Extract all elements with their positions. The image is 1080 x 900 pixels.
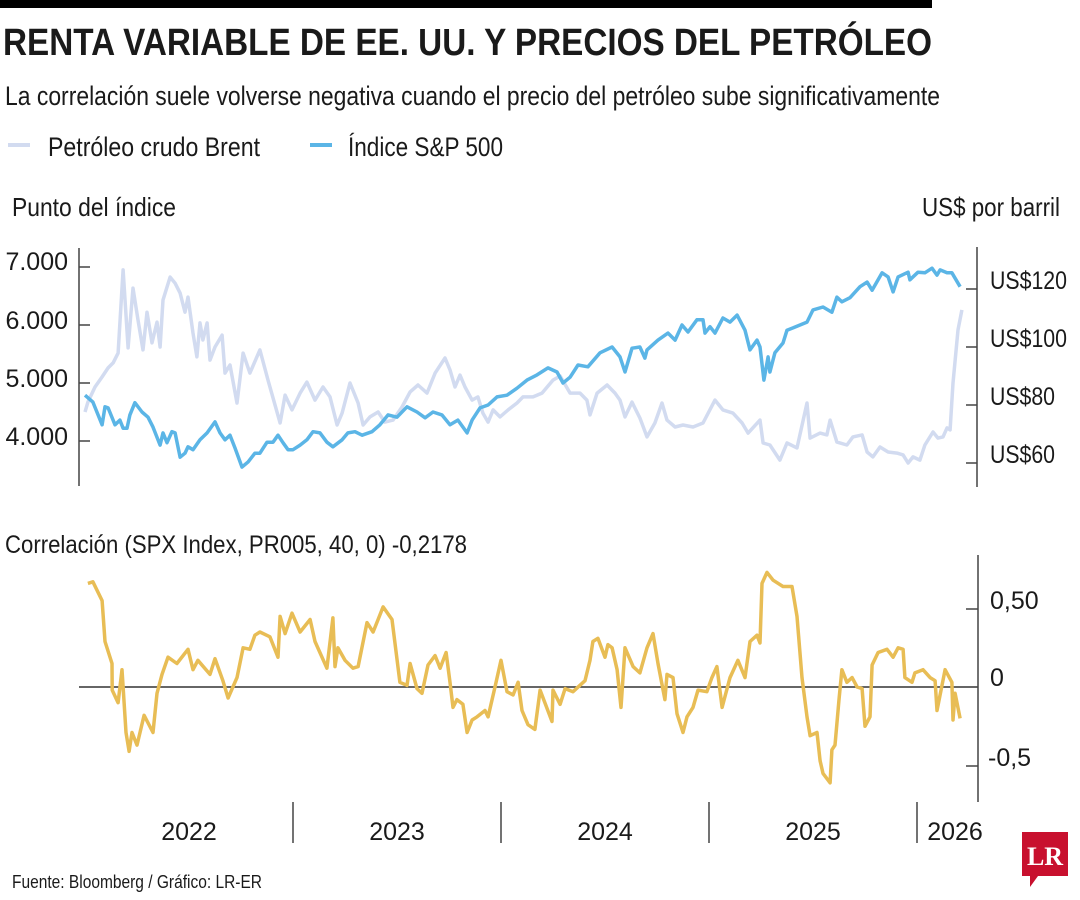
- y-tick-label: 5.000: [5, 365, 68, 393]
- svg-text:LR: LR: [1027, 842, 1063, 871]
- legend-label-sp500: Índice S&P 500: [348, 132, 503, 162]
- year-separators: [292, 802, 918, 843]
- right-axis-label: US$ por barril: [922, 192, 1060, 222]
- source-note: Fuente: Bloomberg / Gráfico: LR-ER: [12, 872, 262, 892]
- y-tick-label: US$120: [990, 267, 1067, 295]
- correlation-right-axis: [966, 555, 979, 802]
- right-tick-labels: US$120 US$100 US$80 US$60: [990, 267, 1067, 469]
- legend-label-brent: Petróleo crudo Brent: [48, 132, 260, 162]
- y-tick-label: 6.000: [5, 307, 68, 335]
- y-tick-label: US$100: [990, 325, 1067, 353]
- y-tick-label: -0,5: [988, 744, 1031, 772]
- left-axis-label: Punto del índice: [12, 192, 176, 222]
- y-tick-label: 7.000: [5, 248, 68, 276]
- brent-line: [83, 268, 964, 465]
- legend: Petróleo crudo Brent Índice S&P 500: [8, 132, 503, 162]
- lr-logo: LR: [1022, 832, 1068, 887]
- correlation-plot: [87, 570, 962, 785]
- y-tick-label: 4.000: [5, 423, 68, 451]
- correlation-line: [87, 570, 962, 785]
- top-rule: [0, 0, 932, 8]
- subtitle: La correlación suele volverse negativa c…: [5, 81, 940, 111]
- y-tick-label: US$80: [990, 383, 1055, 411]
- y-tick-label: 0: [990, 664, 1004, 692]
- right-axis: [966, 247, 978, 487]
- x-tick-labels: 2022 2023 2024 2025 2026: [161, 818, 983, 846]
- sp500-line: [83, 266, 962, 469]
- correlation-title: Correlación (SPX Index, PR005, 40, 0) -0…: [5, 531, 467, 559]
- left-tick-labels: 7.000 6.000 5.000 4.000: [5, 248, 68, 451]
- left-axis: [78, 248, 90, 486]
- x-tick-label: 2026: [927, 818, 983, 846]
- x-tick-label: 2023: [369, 818, 425, 846]
- correlation-tick-labels: 0,50 0 -0,5: [988, 587, 1039, 772]
- price-plot: [83, 266, 964, 469]
- page-title: RENTA VARIABLE DE EE. UU. Y PRECIOS DEL …: [3, 20, 932, 64]
- x-tick-label: 2022: [161, 818, 217, 846]
- x-tick-label: 2024: [577, 818, 633, 846]
- y-tick-label: US$60: [990, 441, 1055, 469]
- x-tick-label: 2025: [785, 818, 841, 846]
- y-tick-label: 0,50: [990, 587, 1039, 615]
